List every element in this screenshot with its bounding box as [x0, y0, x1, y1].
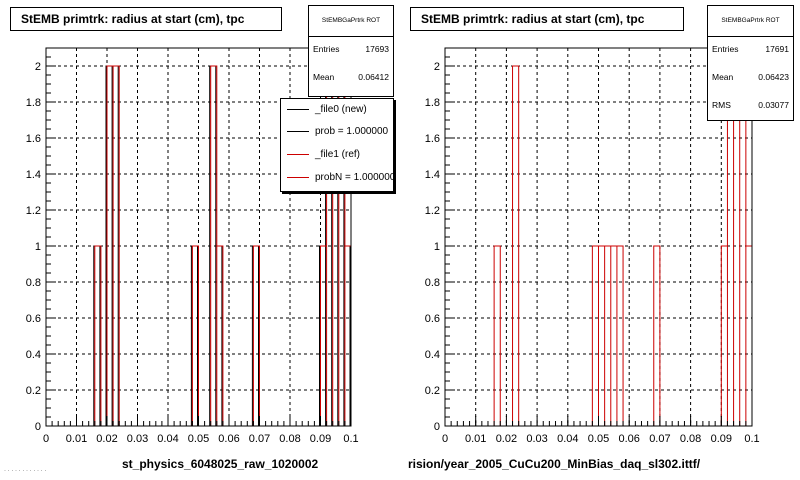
x-tick-label: 0.05	[188, 433, 209, 445]
y-tick-label: 0	[35, 421, 41, 433]
y-tick-label: 0.4	[26, 349, 41, 361]
right-stats-entries-row: Entries 17691	[712, 44, 789, 54]
right-file-label: rision/year_2005_CuCu200_MinBias_daq_sl3…	[408, 457, 701, 471]
series-0-bar	[599, 246, 605, 426]
legend-label-file0: _file0 (new)	[315, 104, 367, 115]
right-stats-entries-label: Entries	[712, 44, 739, 54]
y-tick-label: 0.6	[425, 313, 440, 325]
left-stats-entries-value: 17693	[365, 44, 389, 54]
x-tick-label: 0.08	[680, 433, 701, 445]
series-0-bar	[746, 246, 752, 426]
x-tick-label: 0.01	[465, 433, 486, 445]
y-tick-label: 0.8	[425, 277, 440, 289]
left-plot-title: StEMB primtrk: radius at start (cm), tpc	[10, 7, 282, 31]
left-stats-entries-row: Entries 17693	[313, 44, 389, 54]
y-tick-label: 0.6	[26, 313, 41, 325]
y-tick-label: 2	[434, 61, 440, 73]
legend-line-red	[287, 154, 309, 155]
left-stats-mean-label: Mean	[313, 72, 335, 82]
right-stats-entries-value: 17691	[765, 44, 789, 54]
left-file-label: st_physics_6048025_raw_1020002	[122, 457, 319, 471]
right-plot-title: StEMB primtrk: radius at start (cm), tpc	[410, 7, 684, 31]
y-tick-label: 1.6	[425, 133, 440, 145]
left-stats-mean-row: Mean 0.06412	[313, 72, 389, 82]
right-stats-name: StEMBGaPrtrk ROT	[708, 6, 793, 37]
y-tick-label: 1.6	[26, 133, 41, 145]
y-tick-label: 1	[434, 241, 440, 253]
right-histogram-plot: 0 0.01 0.02 0.03 0.04 0.05 0.06 0.07 0.08 0.09 0.1…	[425, 47, 760, 445]
legend-item-file1: _file1 (ref)	[281, 149, 360, 160]
left-legend: _file0 (new) prob = 1.000000 _file1 (ref…	[280, 98, 394, 192]
x-tick-label: 0.06	[618, 433, 639, 445]
y-tick-label: 1.4	[26, 169, 41, 181]
x-tick-label: 0.08	[279, 433, 300, 445]
legend-label-prob: prob = 1.000000	[315, 126, 389, 137]
y-tick-label: 1.2	[26, 205, 41, 217]
x-tick-label: 0.04	[557, 433, 578, 445]
y-tick-label: 1.2	[425, 205, 440, 217]
x-tick-label: 0.07	[649, 433, 670, 445]
y-tick-label: 2	[35, 61, 41, 73]
x-tick-label: 0.04	[157, 433, 178, 445]
legend-item-file0: _file0 (new)	[281, 104, 367, 115]
series-0-bar	[605, 246, 611, 426]
legend-label-probn: probN = 1.000000	[315, 172, 394, 183]
series-0-bar	[617, 246, 623, 426]
left-pad: 0 0.01 0.02 0.03 0.04 0.05 0.06 0.07 0.08 0.09 0.1…	[4, 5, 394, 474]
right-stats-rms-label: RMS	[712, 100, 731, 110]
x-tick-label: 0.02	[96, 433, 117, 445]
x-tick-label: 0	[43, 433, 49, 445]
x-tick-label: 0.01	[66, 433, 87, 445]
x-tick-label: 0.06	[218, 433, 239, 445]
legend-label-file1: _file1 (ref)	[315, 149, 361, 160]
right-stats-rms-value: 0.03077	[758, 100, 789, 110]
legend-line-red-2	[287, 177, 309, 178]
y-tick-label: 1.8	[26, 97, 41, 109]
series-0-bar	[721, 246, 727, 426]
legend-line-black-2	[287, 131, 309, 132]
right-stats-rms-row: RMS 0.03077	[712, 100, 789, 110]
left-stats-mean-value: 0.06412	[358, 72, 389, 82]
y-tick-label: 0.2	[425, 385, 440, 397]
left-stats-name: StEMBGaPrtrk ROT	[309, 6, 393, 37]
right-stats-mean-row: Mean 0.06423	[712, 72, 789, 82]
x-tick-label: 0.05	[588, 433, 609, 445]
legend-line-black	[287, 109, 309, 110]
series-0-bar	[494, 246, 500, 426]
y-tick-label: 0.2	[26, 385, 41, 397]
x-tick-label: 0.03	[526, 433, 547, 445]
series-0-bar	[611, 246, 617, 426]
right-stats-box: StEMBGaPrtrk ROT Entries 17691 Mean 0.06…	[707, 5, 794, 121]
x-tick-label: 0.09	[711, 433, 732, 445]
x-tick-label: 0.07	[249, 433, 270, 445]
series-0-bar	[654, 246, 660, 426]
x-tick-label: 0.03	[127, 433, 148, 445]
legend-item-prob: prob = 1.000000	[281, 126, 388, 137]
y-tick-label: 0.8	[26, 277, 41, 289]
y-tick-label: 0	[434, 421, 440, 433]
y-tick-label: 1	[35, 241, 41, 253]
right-stats-mean-value: 0.06423	[758, 72, 789, 82]
x-tick-label: 0.09	[310, 433, 331, 445]
y-tick-label: 1.4	[425, 169, 440, 181]
series-0-bar	[592, 246, 598, 426]
bottom-small-text: · · · · · · · · · · · ·	[4, 468, 47, 474]
right-pad: 0 0.01 0.02 0.03 0.04 0.05 0.06 0.07 0.08 0.09 0.1…	[400, 0, 800, 480]
x-tick-label: 0.02	[496, 433, 517, 445]
legend-item-probn: probN = 1.000000	[281, 172, 394, 183]
y-tick-label: 0.4	[425, 349, 440, 361]
y-tick-label: 1.8	[425, 97, 440, 109]
right-stats-mean-label: Mean	[712, 72, 734, 82]
left-stats-entries-label: Entries	[313, 44, 340, 54]
x-tick-label: 0	[442, 433, 448, 445]
left-stats-box: StEMBGaPrtrk ROT Entries 17693 Mean 0.06…	[308, 5, 394, 97]
x-tick-label: 0.1	[343, 433, 358, 445]
x-tick-label: 0.1	[744, 433, 759, 445]
